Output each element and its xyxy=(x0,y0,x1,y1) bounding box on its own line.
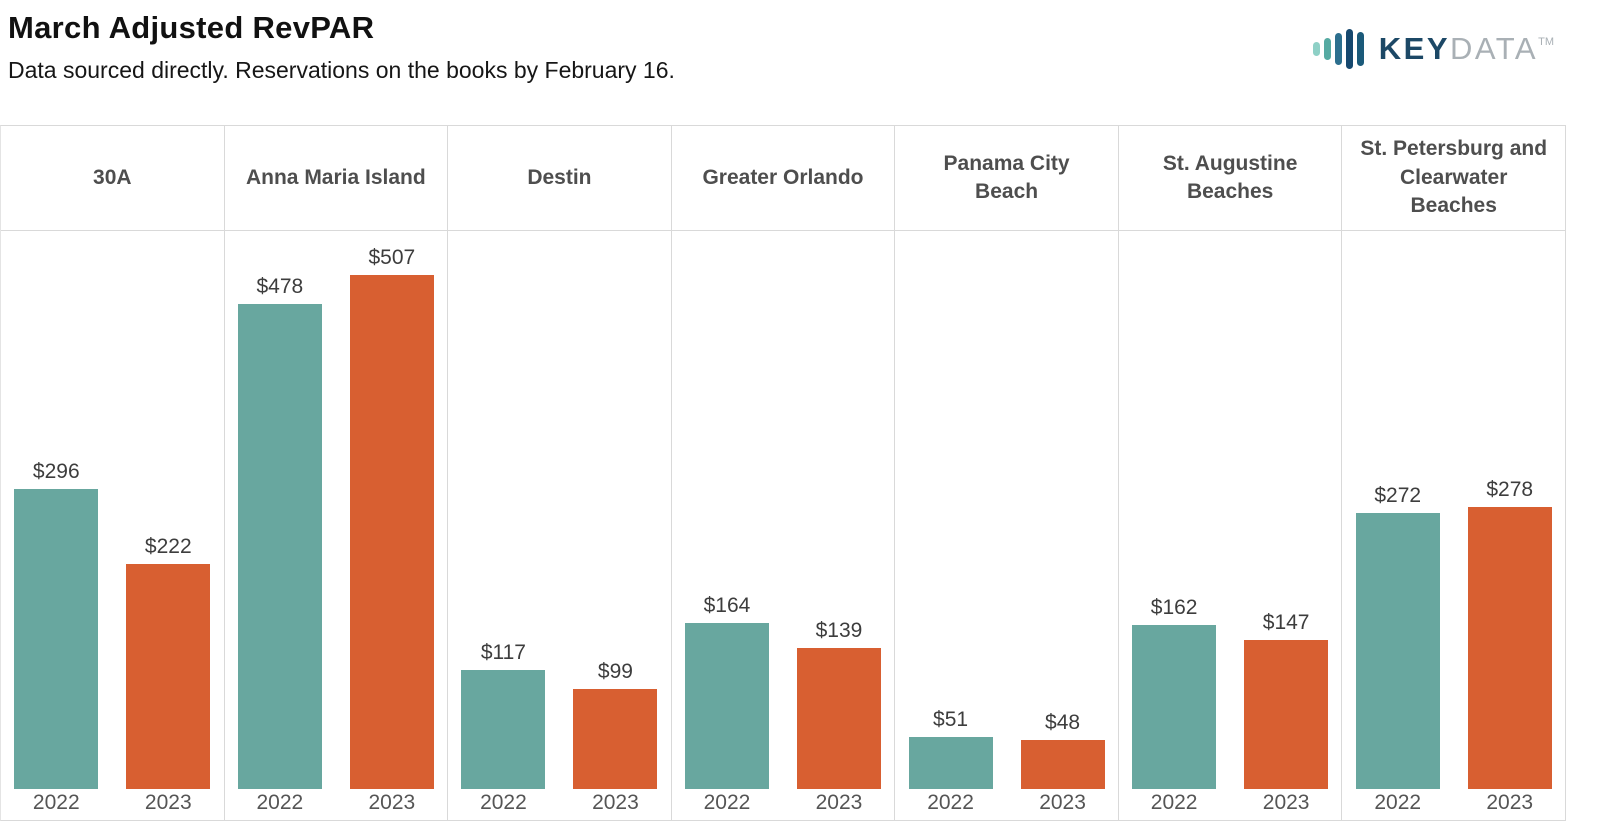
x-axis-labels: 2022 2023 xyxy=(1342,789,1565,820)
bar-group-2023: $48 xyxy=(1020,711,1105,789)
bar-group-2022: $162 xyxy=(1132,596,1217,789)
x-axis-labels: 2022 2023 xyxy=(1,789,224,820)
bar-value-label: $507 xyxy=(368,246,416,269)
bar-value-label: $51 xyxy=(933,708,969,731)
x-tick-label: 2022 xyxy=(32,791,80,814)
bar-2023 xyxy=(1467,507,1552,789)
x-tick-label: 2023 xyxy=(1486,791,1534,814)
x-tick-label: 2022 xyxy=(1374,791,1422,814)
bar-2023 xyxy=(796,648,881,789)
keydata-logo: KEYDATATM xyxy=(1312,26,1554,72)
bar-value-label: $147 xyxy=(1262,611,1310,634)
bar-group-2023: $139 xyxy=(796,619,881,789)
panel-header-label: Destin xyxy=(448,126,671,231)
bar-group-2023: $278 xyxy=(1467,478,1552,789)
x-axis-labels: 2022 2023 xyxy=(895,789,1118,820)
x-axis-labels: 2022 2023 xyxy=(448,789,671,820)
bar-group-2022: $164 xyxy=(684,594,769,789)
bar-group-2023: $147 xyxy=(1244,611,1329,789)
bar-value-label: $162 xyxy=(1150,596,1198,619)
chart-panel: St. Augustine Beaches $162 $147 2022 2023 xyxy=(1118,126,1343,820)
x-tick-label: 2022 xyxy=(927,791,974,814)
bar-value-label: $48 xyxy=(1045,711,1081,734)
bar-group-2022: $117 xyxy=(461,641,546,789)
chart-panel: Panama City Beach $51 $48 2022 2023 xyxy=(895,126,1119,820)
panel-plot-area: $117 $99 xyxy=(448,231,671,789)
x-tick-label: 2023 xyxy=(815,791,863,814)
panel-header-label: Greater Orlando xyxy=(671,126,895,231)
panel-header-label: Anna Maria Island xyxy=(224,126,448,231)
panel-plot-area: $478 $507 xyxy=(225,231,448,789)
keydata-logo-text: KEYDATATM xyxy=(1379,31,1554,67)
bar-2022 xyxy=(908,737,993,789)
x-tick-label: 2023 xyxy=(368,791,416,814)
panel-plot-area: $272 $278 xyxy=(1342,231,1565,789)
x-tick-label: 2022 xyxy=(1150,791,1198,814)
bar-2022 xyxy=(461,670,546,789)
bar-value-label: $272 xyxy=(1374,484,1422,507)
chart-panel: Anna Maria Island $478 $507 2022 2023 xyxy=(224,126,449,820)
page-subtitle: Data sourced directly. Reservations on t… xyxy=(8,57,675,83)
bar-group-2023: $507 xyxy=(349,246,434,789)
bar-value-label: $296 xyxy=(32,460,80,483)
bar-value-label: $139 xyxy=(815,619,863,642)
bar-group-2023: $222 xyxy=(126,535,211,789)
x-axis-labels: 2022 2023 xyxy=(672,789,895,820)
chart-panel: Greater Orlando $164 $139 2022 2023 xyxy=(671,126,896,820)
panel-plot-area: $162 $147 xyxy=(1119,231,1342,789)
x-tick-label: 2022 xyxy=(480,791,527,814)
panel-plot-area: $164 $139 xyxy=(672,231,895,789)
bar-2022 xyxy=(14,489,99,789)
bar-value-label: $222 xyxy=(144,535,192,558)
panel-header-label: St. Petersburg and Clearwater Beaches xyxy=(1342,126,1565,231)
page-title: March Adjusted RevPAR xyxy=(8,10,375,45)
x-tick-label: 2023 xyxy=(144,791,192,814)
x-tick-label: 2022 xyxy=(703,791,751,814)
bar-group-2022: $296 xyxy=(14,460,99,789)
bar-2022 xyxy=(684,623,769,789)
panel-header-label: Panama City Beach xyxy=(895,126,1118,231)
bar-value-label: $478 xyxy=(256,275,304,298)
x-axis-labels: 2022 2023 xyxy=(1119,789,1342,820)
keydata-logo-icon xyxy=(1312,29,1364,69)
x-tick-label: 2022 xyxy=(256,791,304,814)
bar-2023 xyxy=(573,689,658,789)
bar-value-label: $164 xyxy=(703,594,751,617)
bar-2022 xyxy=(1132,625,1217,789)
x-tick-label: 2023 xyxy=(592,791,639,814)
logo-trademark: TM xyxy=(1538,36,1554,48)
panel-plot-area: $296 $222 xyxy=(1,231,224,789)
bar-2023 xyxy=(126,564,211,789)
bar-2022 xyxy=(1355,513,1440,789)
logo-text-data: DATA xyxy=(1450,31,1539,66)
bar-2023 xyxy=(349,275,434,789)
bar-value-label: $99 xyxy=(597,660,633,683)
bar-group-2022: $51 xyxy=(908,708,993,789)
panel-header-label: 30A xyxy=(1,126,224,231)
bar-value-label: $117 xyxy=(480,641,526,664)
revpar-bar-chart: 30A $296 $222 2022 2023 Anna Maria Island $478… xyxy=(0,125,1566,821)
bar-2022 xyxy=(237,304,322,789)
bar-2023 xyxy=(1244,640,1329,789)
bar-group-2023: $99 xyxy=(573,660,658,789)
x-tick-label: 2023 xyxy=(1039,791,1086,814)
bar-group-2022: $272 xyxy=(1355,484,1440,789)
bar-group-2022: $478 xyxy=(237,275,322,789)
chart-panel: Destin $117 $99 2022 2023 xyxy=(448,126,672,820)
bar-value-label: $278 xyxy=(1486,478,1534,501)
logo-text-key: KEY xyxy=(1378,31,1451,66)
panel-plot-area: $51 $48 xyxy=(895,231,1118,789)
bar-2023 xyxy=(1020,740,1105,789)
page-header: March Adjusted RevPAR Data sourced direc… xyxy=(8,10,675,84)
x-axis-labels: 2022 2023 xyxy=(225,789,448,820)
x-tick-label: 2023 xyxy=(1262,791,1310,814)
chart-panel: St. Petersburg and Clearwater Beaches $27… xyxy=(1342,126,1566,820)
panel-header-label: St. Augustine Beaches xyxy=(1118,126,1342,231)
chart-panel: 30A $296 $222 2022 2023 xyxy=(1,126,225,820)
